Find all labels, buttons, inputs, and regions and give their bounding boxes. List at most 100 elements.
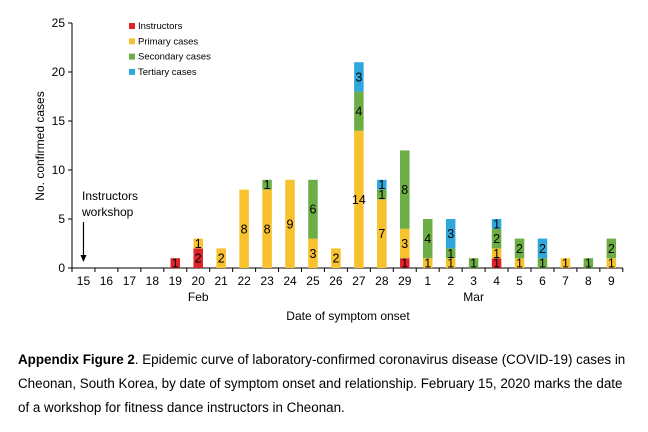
bar-value-label: 3	[447, 227, 454, 241]
legend-swatch	[129, 38, 135, 45]
bar-value-label: 1	[493, 247, 500, 261]
y-tick-label: 20	[52, 65, 66, 79]
legend-swatch	[129, 23, 135, 29]
annotation-text: Instructors	[82, 189, 138, 203]
bar-segment	[422, 219, 433, 259]
bar-segment	[491, 219, 502, 229]
bar-value-label: 2	[218, 252, 225, 266]
bar-value-label: 2	[608, 242, 615, 256]
bar-segment	[400, 228, 410, 259]
bar-segment	[239, 189, 249, 268]
bar-segment	[514, 258, 525, 268]
x-tick-label: 21	[214, 274, 228, 288]
y-tick-label: 5	[58, 212, 65, 226]
chart-bars	[170, 62, 617, 268]
bar-segment	[193, 248, 203, 268]
bar-value-label: 1	[401, 257, 408, 271]
bar-segment	[491, 248, 502, 259]
legend-label: Instructors	[138, 21, 183, 32]
x-tick-label: 17	[123, 274, 137, 288]
x-tick-label: 15	[77, 274, 91, 288]
month-label: Mar	[463, 290, 484, 304]
bar-value-label: 1	[172, 257, 179, 271]
bar-segment	[422, 258, 433, 268]
x-tick-label: 23	[260, 274, 274, 288]
bar-value-label: 1	[608, 257, 615, 271]
bar-value-label: 1	[516, 257, 523, 271]
bar-value-label: 14	[352, 193, 366, 207]
x-tick-label: 5	[516, 274, 523, 288]
bar-value-label: 3	[355, 70, 362, 84]
bar-segment	[445, 248, 456, 259]
legend-swatch	[129, 68, 135, 75]
bar-value-label: 1	[424, 257, 431, 271]
bar-value-label: 2	[332, 252, 339, 266]
bar-value-label: 8	[401, 183, 408, 197]
bar-segment	[377, 189, 387, 200]
y-tick-label: 0	[58, 261, 65, 275]
bar-value-label: 2	[195, 252, 202, 266]
x-tick-label: 9	[608, 274, 615, 288]
x-axis-label: Date of symptom onset	[286, 309, 410, 323]
x-tick-label: 1	[424, 274, 431, 288]
chart-legend: Instructors Primary cases Secondary cases T…	[129, 21, 211, 78]
annotation-arrow-head	[80, 255, 87, 262]
bar-value-label: 6	[309, 203, 316, 217]
x-tick-label: 28	[375, 274, 389, 288]
bar-segment	[262, 189, 272, 268]
bar-segment	[377, 199, 387, 268]
bar-segment	[606, 238, 617, 259]
y-axis-label: No. confirmed cases	[33, 91, 47, 200]
bar-value-label: 4	[355, 105, 362, 119]
bar-value-label: 3	[401, 237, 408, 251]
bar-segment	[491, 258, 502, 268]
x-tick-label: 22	[237, 274, 251, 288]
bar-value-label: 2	[539, 242, 546, 256]
bar-value-label: 1	[264, 178, 271, 192]
x-tick-label: 7	[562, 274, 569, 288]
x-tick-label: 24	[283, 274, 297, 288]
bar-value-label: 1	[562, 257, 569, 271]
x-tick-label: 2	[447, 274, 454, 288]
bar-value-label: 1	[195, 237, 202, 251]
bar-value-label: 8	[241, 222, 248, 236]
bar-segment	[377, 179, 387, 190]
bar-value-label: 1	[378, 178, 385, 192]
x-tick-label: 6	[539, 274, 546, 288]
annotation-text: workshop	[81, 205, 134, 219]
bar-value-label: 3	[309, 247, 316, 261]
bar-segment	[491, 228, 502, 249]
y-tick-label: 10	[52, 163, 66, 177]
bar-value-label: 9	[287, 217, 294, 231]
bar-segment	[537, 258, 548, 268]
bar-segment	[445, 219, 456, 249]
bar-value-label: 1	[470, 257, 477, 271]
bar-segment	[331, 248, 341, 268]
figure-caption: Appendix Figure 2. Epidemic curve of lab…	[18, 348, 633, 420]
x-tick-label: 20	[192, 274, 206, 288]
bar-segment	[514, 238, 525, 259]
bar-segment	[583, 258, 594, 268]
bar-segment	[354, 62, 364, 92]
bar-value-label: 8	[264, 222, 271, 236]
bar-segment	[308, 238, 318, 268]
caption-text: . Epidemic curve of laboratory-confirmed…	[18, 352, 626, 415]
x-tick-label: 19	[169, 274, 183, 288]
bar-value-label: 7	[378, 227, 385, 241]
bar-value-label: 2	[516, 242, 523, 256]
bar-segment	[170, 258, 181, 268]
bar-segment	[606, 258, 617, 268]
legend-label: Primary cases	[138, 36, 198, 47]
bar-segment	[400, 150, 410, 229]
x-tick-label: 4	[493, 274, 500, 288]
bar-segment	[537, 238, 548, 259]
legend-swatch	[129, 53, 135, 60]
y-tick-label: 15	[52, 114, 66, 128]
bar-value-label: 1	[447, 257, 454, 271]
bar-segment	[262, 179, 272, 190]
bar-segment	[468, 258, 479, 268]
x-tick-label: 8	[585, 274, 592, 288]
x-tick-label: 25	[306, 274, 320, 288]
x-tick-label: 3	[470, 274, 477, 288]
